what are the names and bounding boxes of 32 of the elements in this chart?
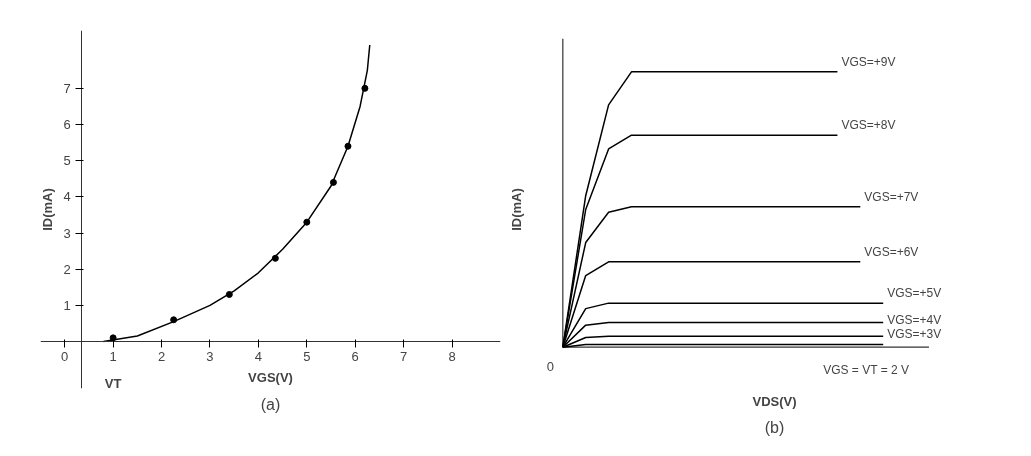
x-tick-label: 5 xyxy=(303,349,311,365)
x-tick-label: 8 xyxy=(448,349,456,365)
y-tick-label: 6 xyxy=(63,117,71,133)
x-tick-label: 2 xyxy=(157,349,166,365)
series-label: VGS=+4V xyxy=(887,313,942,328)
x-axis-title: VDS(V) xyxy=(752,393,797,409)
x-tick-label: 4 xyxy=(254,349,263,365)
x-tick-label: 0 xyxy=(61,349,69,365)
series-label: VGS=+8V xyxy=(841,118,896,133)
text: (b) xyxy=(764,418,785,436)
text: 0 xyxy=(546,359,555,375)
y-axis-title: ID(mA) xyxy=(508,188,524,231)
annotation: VT xyxy=(104,375,122,391)
y-tick-label: 3 xyxy=(63,225,71,241)
x-tick-label: 3 xyxy=(206,349,214,365)
series-label: VGS=+5V xyxy=(887,286,942,301)
series-label: VGS=+6V xyxy=(864,244,919,259)
series-label: VGS = VT = 2 V xyxy=(823,363,910,378)
x-tick-label: 6 xyxy=(351,349,359,365)
y-axis-title: ID(mA) xyxy=(40,188,56,231)
y-tick-label: 2 xyxy=(63,261,71,277)
y-tick-label: 7 xyxy=(63,80,71,96)
x-axis-title: VGS(V) xyxy=(248,369,293,385)
series-label: VGS=+9V xyxy=(841,54,896,69)
x-tick-label: 7 xyxy=(400,349,408,365)
x-tick-label: 1 xyxy=(109,349,117,365)
y-tick-label: 5 xyxy=(63,153,71,169)
series-label: VGS=+3V xyxy=(887,327,942,342)
y-tick-label: 1 xyxy=(63,297,71,313)
y-tick-label: 4 xyxy=(63,189,71,205)
text: (a) xyxy=(260,395,281,413)
series-label: VGS=+7V xyxy=(864,189,919,204)
